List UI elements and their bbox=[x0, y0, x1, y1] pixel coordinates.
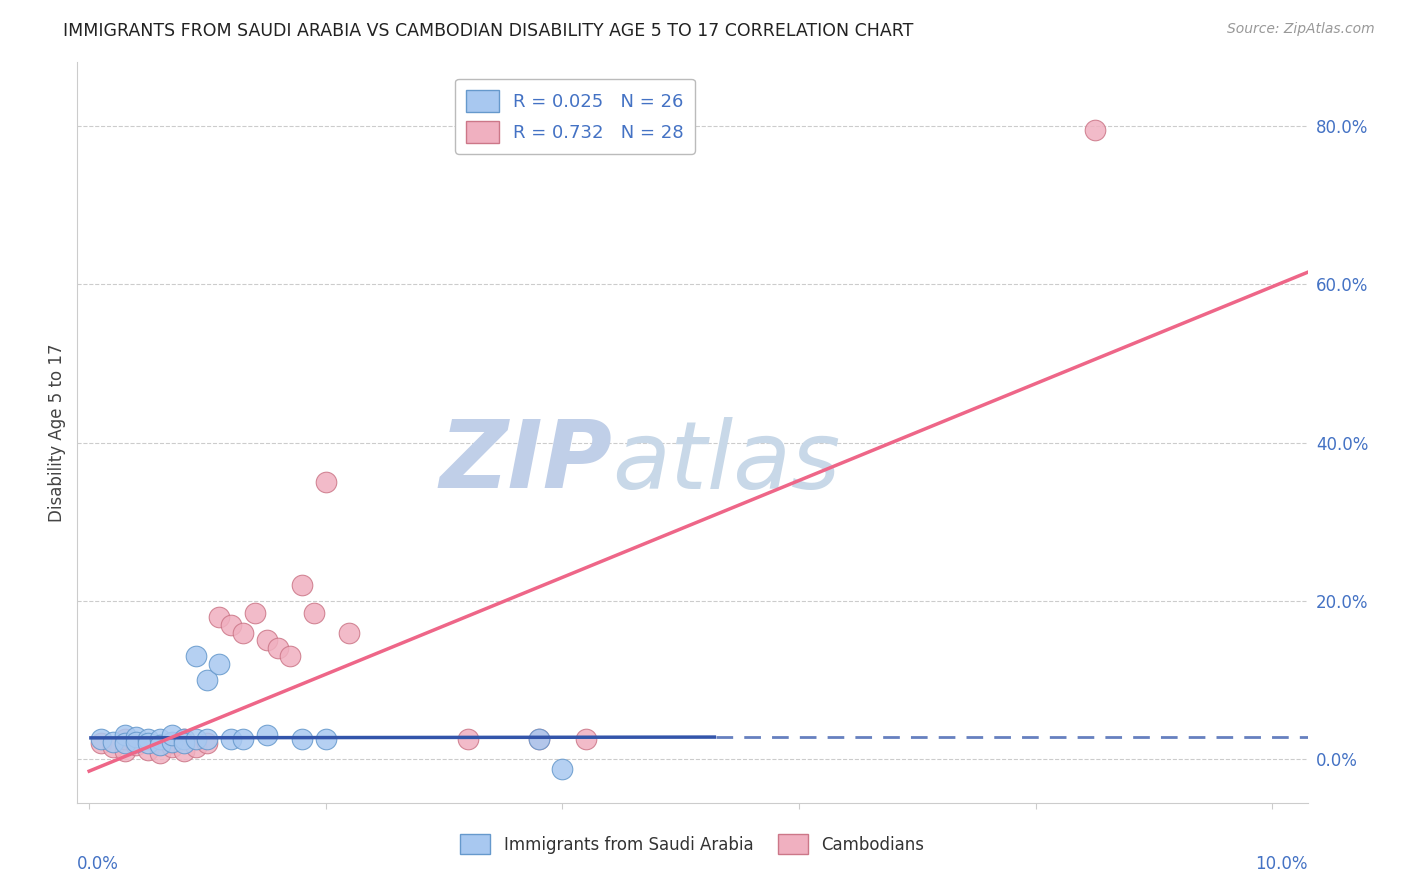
Point bbox=[160, 736, 183, 750]
Point bbox=[278, 649, 301, 664]
Point bbox=[315, 732, 337, 747]
Point bbox=[114, 744, 136, 758]
Point bbox=[256, 633, 278, 648]
Text: Source: ZipAtlas.com: Source: ZipAtlas.com bbox=[1227, 22, 1375, 37]
Point bbox=[173, 744, 195, 758]
Point bbox=[136, 743, 159, 757]
Point bbox=[197, 673, 219, 687]
Point bbox=[173, 732, 195, 747]
Point bbox=[527, 732, 550, 747]
Point bbox=[315, 475, 337, 489]
Point bbox=[136, 731, 159, 746]
Point bbox=[114, 729, 136, 743]
Point bbox=[219, 617, 242, 632]
Point bbox=[160, 729, 183, 743]
Point bbox=[125, 738, 148, 752]
Point bbox=[291, 732, 314, 747]
Point bbox=[1084, 122, 1107, 136]
Point bbox=[90, 736, 112, 750]
Point bbox=[197, 736, 219, 750]
Point bbox=[457, 732, 479, 747]
Legend: Immigrants from Saudi Arabia, Cambodians: Immigrants from Saudi Arabia, Cambodians bbox=[454, 828, 931, 861]
Point bbox=[173, 736, 195, 750]
Point bbox=[90, 732, 112, 747]
Point bbox=[160, 735, 183, 749]
Point bbox=[149, 738, 172, 752]
Point bbox=[575, 732, 598, 747]
Point bbox=[184, 740, 207, 755]
Point bbox=[551, 762, 574, 776]
Point bbox=[197, 732, 219, 747]
Point bbox=[339, 625, 361, 640]
Point bbox=[125, 735, 148, 749]
Point bbox=[101, 735, 124, 749]
Point bbox=[136, 736, 159, 750]
Text: IMMIGRANTS FROM SAUDI ARABIA VS CAMBODIAN DISABILITY AGE 5 TO 17 CORRELATION CHA: IMMIGRANTS FROM SAUDI ARABIA VS CAMBODIA… bbox=[63, 22, 914, 40]
Point bbox=[160, 740, 183, 755]
Point bbox=[149, 732, 172, 747]
Point bbox=[232, 625, 254, 640]
Y-axis label: Disability Age 5 to 17: Disability Age 5 to 17 bbox=[48, 343, 66, 522]
Point bbox=[208, 657, 231, 672]
Text: atlas: atlas bbox=[613, 417, 841, 508]
Point bbox=[125, 730, 148, 744]
Point bbox=[114, 732, 136, 747]
Point bbox=[184, 732, 207, 747]
Point bbox=[302, 606, 325, 620]
Text: ZIP: ZIP bbox=[440, 417, 613, 508]
Point bbox=[184, 649, 207, 664]
Text: 0.0%: 0.0% bbox=[77, 855, 120, 872]
Point bbox=[219, 732, 242, 747]
Point bbox=[173, 732, 195, 747]
Point bbox=[232, 732, 254, 747]
Point bbox=[291, 578, 314, 592]
Point bbox=[149, 746, 172, 760]
Point bbox=[208, 609, 231, 624]
Point bbox=[256, 729, 278, 743]
Point bbox=[527, 732, 550, 747]
Point bbox=[267, 641, 290, 656]
Point bbox=[114, 736, 136, 750]
Point bbox=[101, 740, 124, 755]
Point bbox=[243, 606, 266, 620]
Text: 10.0%: 10.0% bbox=[1256, 855, 1308, 872]
